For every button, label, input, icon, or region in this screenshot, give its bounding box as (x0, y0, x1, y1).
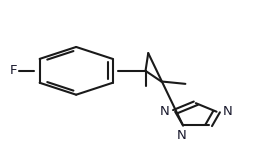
Text: N: N (222, 105, 232, 118)
Text: N: N (177, 129, 187, 142)
Text: N: N (159, 105, 169, 118)
Text: F: F (10, 64, 17, 77)
